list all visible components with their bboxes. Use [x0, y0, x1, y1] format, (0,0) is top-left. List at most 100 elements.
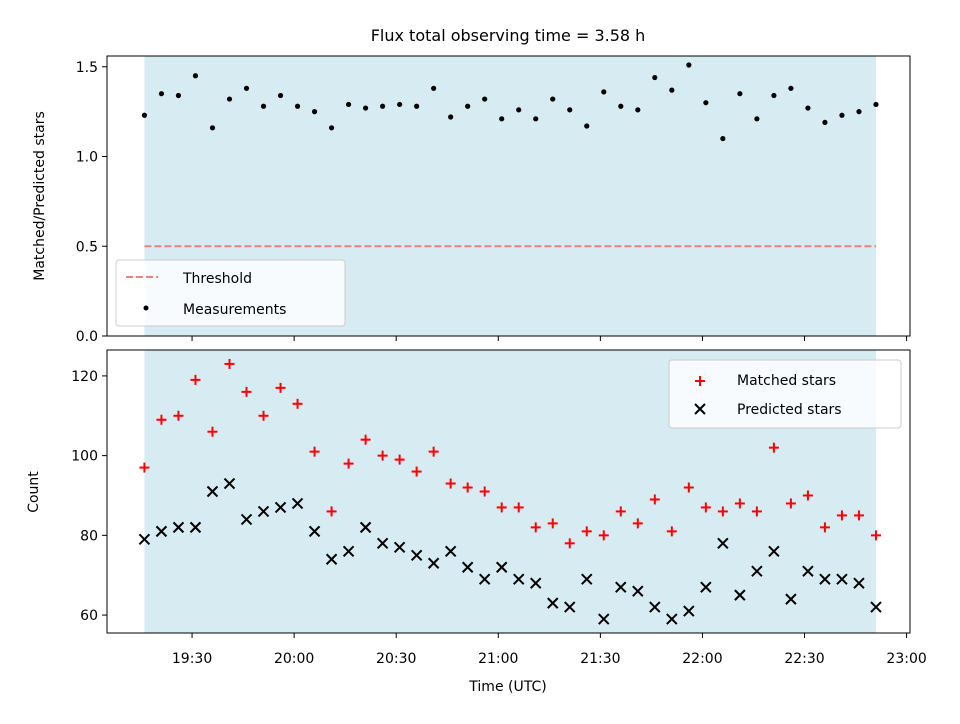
predicted-star-point [700, 581, 712, 593]
predicted-star-marker-b [802, 565, 814, 577]
legend-measurements-swatch [143, 305, 149, 311]
measurement-point [499, 116, 505, 122]
matched-star-point [275, 382, 286, 393]
predicted-star-point [666, 613, 678, 625]
x-tick-label: 23:00 [886, 651, 926, 667]
ratio-x-ticks [191, 336, 908, 341]
measurement-point [635, 107, 641, 113]
counts-axes-frame [106, 349, 911, 634]
measurement-point [771, 92, 777, 99]
predicted-star-marker-b [410, 549, 423, 561]
matched-star-point [683, 482, 694, 493]
measurement-point [533, 116, 539, 122]
matched-star-point [292, 398, 303, 409]
counts-y-axis-label: Count [26, 471, 42, 513]
matched-star-point [666, 526, 677, 537]
legend-predicted-label: Predicted stars [737, 402, 842, 418]
legend-threshold-label: Threshold [182, 271, 252, 287]
matched-star-point [326, 506, 337, 517]
measurement-point [328, 125, 335, 131]
measurement-point [669, 87, 675, 93]
predicted-star-marker-b [564, 601, 576, 613]
matched-star-point [615, 506, 626, 517]
predicted-star-marker-b [155, 525, 168, 538]
matched-star-point [496, 502, 507, 513]
matched-star-point [428, 446, 439, 457]
predicted-star-marker-b [853, 577, 865, 589]
predicted-star-marker-b [547, 597, 559, 609]
matched-star-point [479, 486, 490, 497]
predicted-star-point [547, 597, 559, 609]
measurement-point [380, 103, 386, 109]
measurement-point [805, 105, 811, 111]
matched-star-point [819, 522, 830, 533]
x-tick-label: 22:30 [784, 651, 824, 667]
predicted-star-point [717, 537, 729, 550]
matched-star-point [513, 502, 524, 513]
matched-star-point [207, 426, 218, 437]
matched-star-point [802, 490, 813, 501]
matched-star-point [734, 498, 745, 509]
predicted-star-marker-b [768, 545, 780, 557]
matched-star-point [564, 538, 575, 549]
predicted-star-marker-b [138, 533, 151, 546]
ratio-axes-frame [106, 55, 911, 337]
predicted-star-point [615, 581, 627, 593]
measurement-point [550, 96, 556, 102]
ratio-y-ticks: 0.0 0.5 1.0 1.5 [76, 60, 107, 345]
predicted-star-marker-b [461, 561, 474, 573]
matched-star-point [785, 498, 796, 509]
measurement-point [431, 85, 437, 91]
predicted-star-point [410, 549, 423, 561]
matched-star-point [751, 506, 762, 517]
y-tick-label: 80 [80, 528, 98, 544]
predicted-star-point [870, 601, 882, 613]
predicted-star-marker-b [189, 521, 202, 534]
predicted-star-point [785, 593, 797, 605]
matched-star-point [530, 522, 541, 533]
measurement-point [584, 123, 590, 129]
predicted-star-point [359, 521, 372, 534]
measurement-point [209, 125, 216, 131]
matched-star-point [394, 454, 405, 465]
matched-star-point [360, 434, 371, 445]
y-tick-label: 0.0 [76, 329, 98, 345]
predicted-star-marker-b [649, 601, 661, 613]
predicted-star-point [189, 521, 202, 534]
measurement-point [397, 101, 403, 108]
counts-legend: Matched stars Predicted stars [668, 359, 902, 429]
y-tick-label: 0.5 [76, 239, 98, 255]
predicted-star-marker-b [444, 545, 457, 557]
predicted-star-point [819, 573, 831, 585]
measurement-point [873, 101, 879, 108]
predicted-star-marker-b [325, 553, 338, 565]
ratio-legend: Threshold Measurements [115, 259, 346, 327]
predicted-star-point [632, 585, 644, 597]
predicted-star-point [427, 557, 440, 569]
predicted-star-point [155, 525, 168, 538]
predicted-star-point [274, 501, 287, 514]
predicted-star-point [138, 533, 151, 546]
y-tick-label: 1.0 [76, 150, 98, 166]
predicted-star-point [461, 561, 474, 573]
measurement-point [516, 107, 522, 113]
legend-predicted-swatch [694, 403, 706, 415]
predicted-star-point [768, 545, 780, 557]
predicted-star-marker-b [291, 497, 304, 510]
measurement-point [567, 107, 573, 113]
predicted-star-marker-b [342, 545, 355, 557]
matched-star-point [870, 530, 881, 541]
measurement-point [482, 96, 488, 102]
matched-star-point [700, 502, 711, 513]
matched-star-point [343, 458, 354, 469]
y-tick-label: 1.5 [76, 60, 98, 76]
predicted-star-point [257, 505, 270, 518]
matched-star-point [768, 442, 779, 453]
measurement-point [414, 103, 420, 109]
predicted-star-marker-b [717, 537, 729, 550]
y-tick-label: 60 [80, 608, 98, 624]
measurement-point [839, 112, 845, 118]
predicted-star-marker-b [206, 485, 219, 498]
counts-panel: 60 80 100 120 19:30 20:00 20:30 21:00 21:30 22:0… [26, 349, 927, 667]
